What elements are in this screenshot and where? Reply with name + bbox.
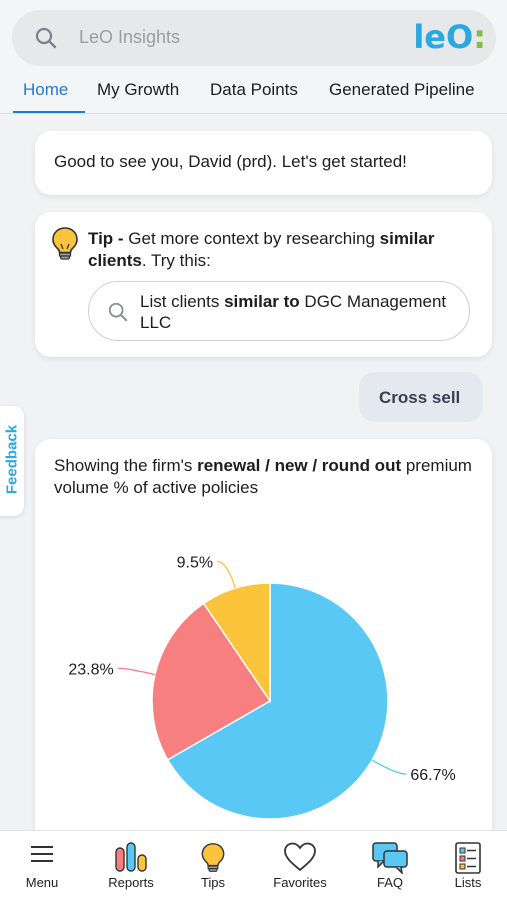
menu-icon	[31, 846, 53, 862]
tip-text-1: Get more context by researching	[128, 229, 380, 248]
user-message-text: Cross sell	[379, 388, 461, 407]
chart-intro-post: premium volume % of active policies	[54, 456, 472, 497]
chart-intro-bold: renewal / new / round out	[197, 456, 402, 475]
nav-favorites[interactable]: Favorites	[268, 831, 332, 900]
pie-slice	[166, 582, 389, 820]
tab-generated-pipeline[interactable]: Generated Pipeline	[329, 80, 475, 99]
nav-menu-label: Menu	[25, 875, 59, 890]
pie-leader-line	[371, 759, 407, 775]
lightbulb-icon	[52, 227, 78, 260]
tip-suggestion-button[interactable]: List clients similar to DGC Management L…	[88, 281, 470, 341]
nav-tips[interactable]: Tips	[190, 831, 236, 900]
nav-menu[interactable]: Menu	[12, 831, 72, 900]
greeting-card: Good to see you, David (prd). Let's get …	[35, 131, 492, 195]
heart-icon	[284, 842, 316, 872]
nav-lists-label: Lists	[454, 875, 482, 890]
chart-title: Showing the firm's renewal / new / round…	[54, 455, 474, 499]
search-placeholder[interactable]: LeO Insights	[79, 27, 181, 47]
pie-data-label: 66.7%	[410, 767, 455, 784]
tip-prefix: Tip -	[88, 229, 129, 248]
pie-chart: 66.7% 23.8% 9.5%	[68, 554, 456, 820]
nav-favorites-label: Favorites	[273, 875, 327, 890]
app-header: LeO Insights leO: Home My Growth Data Po…	[0, 0, 507, 115]
pie-leader-line	[216, 560, 236, 589]
nav-reports-label: Reports	[108, 875, 154, 890]
nav-faq[interactable]: FAQ	[368, 831, 412, 900]
logo-text: leO	[413, 18, 474, 56]
chat-bubbles-icon	[372, 842, 408, 874]
nav-tips-label: Tips	[200, 875, 226, 890]
nav-reports[interactable]: Reports	[100, 831, 162, 900]
lightbulb-icon	[201, 843, 225, 872]
chart-card: Showing the firm's renewal / new / round…	[35, 439, 492, 839]
bottom-nav: Menu Reports Tips Favorites FAQ	[0, 830, 507, 900]
leo-logo: leO:	[413, 18, 486, 56]
tab-my-growth[interactable]: My Growth	[97, 80, 180, 99]
feedback-label: Feedback	[3, 424, 21, 495]
tip-text-2: . Try this:	[141, 251, 211, 270]
pie-data-label: 9.5%	[177, 554, 213, 571]
list-icon	[455, 842, 481, 874]
search-icon	[108, 302, 128, 322]
tab-home[interactable]: Home	[23, 80, 69, 99]
nav-lists[interactable]: Lists	[446, 831, 490, 900]
search-icon	[35, 27, 57, 49]
tab-bar: Home My Growth Data Points Generated Pip…	[0, 72, 507, 114]
pie-data-label: 23.8%	[68, 661, 113, 678]
user-message-bubble[interactable]: Cross sell	[359, 372, 483, 422]
feedback-tab[interactable]: Feedback	[0, 406, 24, 516]
suggestion-post: DGC Management LLC	[140, 292, 447, 332]
active-tab-indicator	[13, 111, 85, 114]
tip-suggestion-text[interactable]: List clients similar to DGC Management L…	[140, 291, 460, 333]
chart-intro-pre: Showing the firm's	[54, 456, 198, 475]
suggestion-bold: similar to	[224, 292, 300, 311]
logo-dots: :	[473, 18, 486, 56]
header-divider	[0, 113, 507, 114]
tip-text: Tip - Get more context by researching si…	[88, 228, 478, 272]
tab-data-points[interactable]: Data Points	[210, 80, 298, 99]
reports-icon	[115, 842, 147, 872]
pie-leader-line	[117, 667, 156, 676]
greeting-text: Good to see you, David (prd). Let's get …	[54, 152, 407, 171]
search-bar[interactable]: LeO Insights leO:	[12, 10, 496, 66]
tip-bold: similar clients	[88, 229, 435, 270]
tip-card: Tip - Get more context by researching si…	[35, 212, 492, 357]
suggestion-pre: List clients	[140, 292, 225, 311]
nav-faq-label: FAQ	[376, 875, 404, 890]
